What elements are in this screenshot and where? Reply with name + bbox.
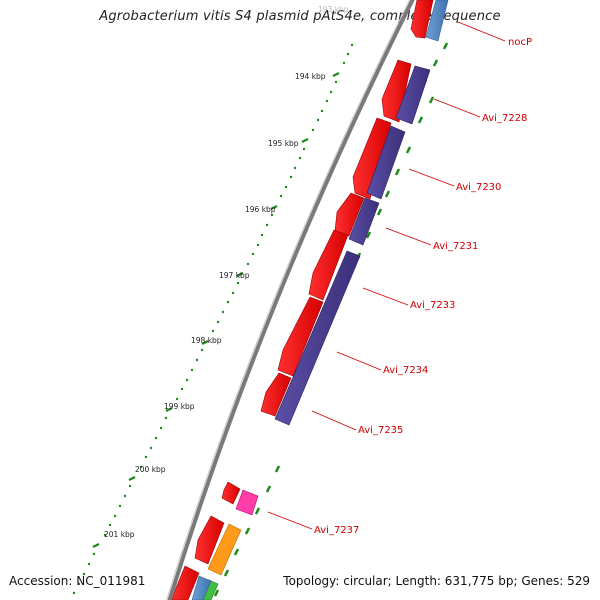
gene-rev-1[interactable] bbox=[395, 65, 431, 125]
gene-fwd-9[interactable] bbox=[171, 565, 200, 600]
gene-Avi_7228[interactable] bbox=[381, 59, 412, 123]
label-Avi_7230: Avi_7230 bbox=[456, 182, 501, 193]
label-Avi_7233: Avi_7233 bbox=[410, 300, 455, 311]
gene-rev-4[interactable] bbox=[274, 250, 361, 426]
label-Avi_7231: Avi_7231 bbox=[433, 241, 478, 252]
gene-Avi_7234[interactable] bbox=[277, 296, 324, 377]
scale-ring bbox=[72, 43, 354, 595]
label-Avi_7234: Avi_7234 bbox=[383, 365, 428, 376]
scale-label-199: 199 kbp bbox=[164, 402, 195, 411]
scale-label-194: 194 kbp bbox=[295, 72, 326, 81]
gene-fwd-8[interactable] bbox=[194, 515, 225, 565]
gene-rev-2[interactable] bbox=[366, 125, 406, 200]
scale-label-193: 193 kbp bbox=[318, 5, 349, 14]
gene-Avi_7237[interactable] bbox=[235, 489, 259, 516]
scale-labels: 193 kbp 194 kbp 195 kbp 196 kbp 197 kbp … bbox=[104, 5, 349, 539]
scale-label-196: 196 kbp bbox=[245, 205, 276, 214]
scale-major-ticks bbox=[92, 72, 340, 548]
label-Avi_7237: Avi_7237 bbox=[314, 525, 359, 536]
gene-labels: nocP Avi_7228 Avi_7230 Avi_7231 Avi_7233… bbox=[314, 37, 532, 536]
gene-Avi_7235[interactable] bbox=[260, 372, 292, 417]
gene-nocP[interactable] bbox=[425, 0, 449, 42]
gene-Avi_7233[interactable] bbox=[308, 229, 349, 301]
topology-text: Topology: circular; Length: 631,775 bp; … bbox=[283, 574, 590, 588]
accession-text: Accession: NC_011981 bbox=[9, 574, 146, 588]
reverse-genes bbox=[191, 0, 449, 600]
scale-label-201: 201 kbp bbox=[104, 530, 135, 539]
label-Avi_7235: Avi_7235 bbox=[358, 425, 403, 436]
label-Avi_7228: Avi_7228 bbox=[482, 113, 527, 124]
scale-label-198: 198 kbp bbox=[191, 336, 222, 345]
label-leaders bbox=[267, 21, 506, 530]
gene-rev-3[interactable] bbox=[348, 197, 380, 246]
forward-genes bbox=[171, 0, 434, 600]
gene-blue-2[interactable] bbox=[191, 575, 212, 600]
gene-orange[interactable] bbox=[207, 523, 242, 576]
gene-Avi_7230[interactable] bbox=[352, 117, 392, 200]
backbone-arc bbox=[167, 0, 415, 600]
backbone-arc-highlight bbox=[166, 0, 411, 600]
gene-nocP-fwd[interactable] bbox=[410, 0, 434, 39]
scale-label-195: 195 kbp bbox=[268, 139, 299, 148]
gene-Avi_7237-fwd[interactable] bbox=[221, 481, 241, 505]
scale-label-200: 200 kbp bbox=[135, 465, 166, 474]
label-nocP: nocP bbox=[508, 37, 532, 48]
scale-label-197: 197 kbp bbox=[219, 271, 250, 280]
